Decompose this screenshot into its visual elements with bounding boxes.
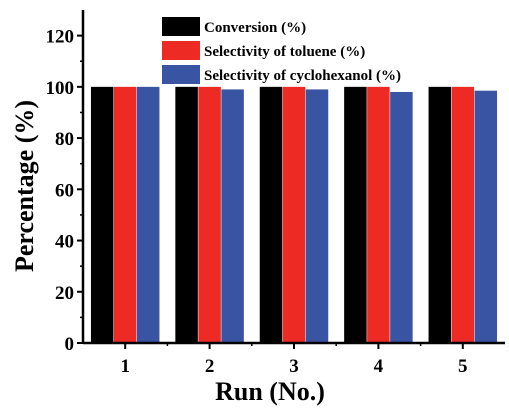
- legend: Conversion (%) Selectivity of toluene (%)…: [162, 17, 401, 84]
- y-tick-label: 100: [46, 78, 75, 99]
- ticks-layer: 0 20 40 60 80 100 120 1 2 3 4 5: [46, 27, 468, 377]
- legend-swatch-2: [162, 41, 200, 60]
- y-axis-title: Percentage (%): [10, 100, 39, 272]
- bar-2-3: [282, 86, 306, 343]
- y-tick-label: 60: [55, 180, 74, 201]
- bar-2-1: [113, 86, 137, 343]
- bar-3-3: [305, 89, 329, 344]
- legend-swatch-3: [162, 65, 200, 84]
- bar-2-5: [451, 86, 475, 343]
- bar-1-5: [428, 86, 452, 343]
- bar-2-4: [367, 86, 390, 343]
- bar-1-1: [90, 86, 114, 343]
- legend-label-2: Selectivity of toluene (%): [204, 44, 365, 60]
- legend-swatch-1: [162, 17, 200, 36]
- legend-label-3: Selectivity of cyclohexanol (%): [204, 68, 401, 84]
- bar-2-2: [198, 86, 221, 343]
- bar-3-2: [221, 89, 244, 344]
- bar-3-1: [136, 86, 160, 343]
- x-tick-label: 1: [120, 356, 130, 377]
- x-axis-title: Run (No.): [215, 377, 325, 406]
- y-tick-label: 40: [55, 232, 74, 253]
- bar-1-3: [259, 86, 283, 343]
- bar-3-4: [390, 91, 413, 343]
- bar-1-2: [175, 86, 198, 343]
- x-tick-label: 3: [289, 356, 299, 377]
- y-tick-label: 0: [65, 334, 75, 355]
- x-tick-label: 2: [205, 356, 215, 377]
- legend-label-1: Conversion (%): [204, 20, 306, 36]
- x-tick-label: 4: [374, 356, 384, 377]
- bars-layer: [90, 86, 498, 344]
- y-tick-label: 80: [55, 129, 74, 150]
- y-tick-label: 20: [55, 283, 74, 304]
- y-tick-label: 120: [46, 27, 75, 48]
- x-tick-label: 5: [458, 356, 468, 377]
- bar-3-5: [474, 90, 498, 343]
- bar-1-4: [344, 86, 367, 343]
